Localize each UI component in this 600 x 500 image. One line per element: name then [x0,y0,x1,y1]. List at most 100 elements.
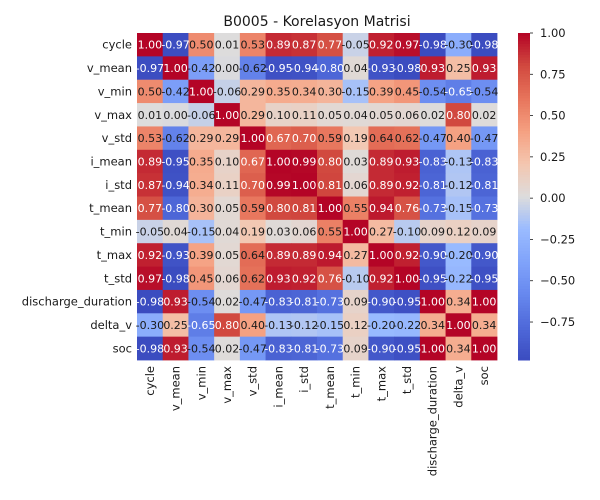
colorbar-segment [518,114,530,118]
heatmap-cell-label-t_mean-t_std: 0.76 [395,202,420,215]
heatmap-cell-v_max-v_std [239,103,266,127]
heatmap-cell-label-cycle-i_std: 0.87 [292,39,317,52]
colorbar-segment [518,207,530,211]
heatmap-cell-label-t_std-v_std: 0.62 [240,272,265,285]
heatmap-cell-label-soc-v_max: 0.02 [215,342,240,355]
heatmap-cell-label-delta_v-i_mean: -0.13 [264,319,292,332]
colorbar-segment [518,54,530,59]
heatmap-cell-label-t_min-i_mean: 0.03 [266,226,291,239]
heatmap-cell-label-v_std-t_min: 0.19 [343,132,368,145]
heatmap-cell-discharge_duration-v_mean [162,289,189,314]
heatmap-cell-label-discharge_duration-t_max: -0.90 [367,296,395,309]
heatmap-cell-label-v_max-soc: 0.02 [472,109,497,122]
heatmap-cell-label-t_mean-soc: -0.73 [470,202,498,215]
heatmap-cell-v_std-delta_v [445,126,472,151]
heatmap-cell-label-delta_v-discharge_duration: 0.34 [420,319,445,332]
heatmap-cell-i_std-i_mean [265,173,292,197]
heatmap-cell-discharge_duration-discharge_duration [419,289,446,314]
heatmap-cell-v_std-v_min [188,126,215,151]
heatmap-cell-cycle-t_max [368,33,395,57]
heatmap-cell-label-t_mean-v_max: 0.05 [215,202,240,215]
colorbar-segment [518,188,530,192]
colorbar-segment [518,264,530,268]
heatmap-cell-v_std-cycle [137,126,164,151]
heatmap-cell-delta_v-v_max [214,313,241,338]
heatmap-cell-label-v_min-v_mean: -0.42 [161,85,189,98]
colorbar-segment [518,267,530,271]
heatmap-cell-label-cycle-t_std: 0.97 [395,39,420,52]
heatmap-cell-label-t_min-v_std: 0.19 [240,226,265,239]
heatmap-cell-label-cycle-cycle: 1.00 [138,39,163,52]
heatmap-cell-v_mean-t_mean [317,56,344,81]
heatmap-cell-discharge_duration-i_std [291,289,318,314]
colorbar-segment [518,131,530,135]
heatmap-cell-label-v_min-v_max: -0.06 [213,85,241,98]
y-tick-label-v_std: v_std [102,131,132,145]
heatmap-cell-soc-soc [471,336,498,361]
x-axis-tick-labels: cycle v_mean v_min v_max v_std i_mean i_std t_m… [143,366,491,476]
heatmap-cell-label-i_std-t_mean: 0.81 [318,179,343,192]
heatmap-cell-label-delta_v-v_std: 0.40 [240,319,265,332]
heatmap-cell-label-i_std-cycle: 0.87 [138,179,163,192]
colorbar-segment [518,294,530,298]
heatmap-cell-t_max-cycle [137,243,164,267]
heatmap-cell-soc-v_std [239,336,266,361]
colorbar-segment [518,291,530,296]
heatmap-cell-label-i_mean-v_mean: -0.95 [161,155,189,168]
colorbar-segment [518,106,530,110]
colorbar-segment [518,286,530,290]
colorbar-segment [518,163,530,168]
heatmap-cell-label-discharge_duration-v_max: 0.02 [215,296,240,309]
heatmap-cell-label-cycle-v_max: 0.01 [215,39,240,52]
colorbar-segment [518,319,530,323]
heatmap-cell-i_mean-v_std [239,149,266,174]
heatmap-cell-label-soc-discharge_duration: 1.00 [420,342,445,355]
colorbar-segment [518,120,530,124]
colorbar-segment [518,308,530,312]
colorbar-segment [518,283,530,287]
heatmap-cell-t_mean-t_std [394,196,421,221]
heatmap-cell-label-t_min-delta_v: 0.12 [446,226,471,239]
y-tick-label-i_std: i_std [105,178,132,192]
heatmap-cell-label-delta_v-soc: 0.34 [472,319,497,332]
heatmap-cell-soc-t_max [368,336,395,361]
heatmap-cell-label-i_mean-v_std: 0.67 [240,155,265,168]
heatmap-cell-label-v_mean-cycle: -0.97 [136,62,164,75]
heatmap-cell-i_mean-discharge_duration [419,149,446,174]
colorbar-segment [518,46,530,50]
heatmap-cell-t_mean-v_max [214,196,241,221]
colorbar: 1.00 0.75 0.50 0.25 0.00 −0.25 −0.50 −0.75 [518,26,575,361]
heatmap-cell-i_std-v_min [188,173,215,197]
heatmap-cell-t_mean-v_min [188,196,215,221]
heatmap-cell-label-t_max-v_mean: -0.93 [161,249,189,262]
heatmap-cell-label-discharge_duration-soc: 1.00 [472,296,497,309]
heatmap-cell-cycle-t_min [342,33,369,57]
heatmap-cell-v_max-v_min [188,103,215,127]
colorbar-segment [518,297,530,301]
heatmap-cell-label-v_mean-v_std: -0.62 [238,62,266,75]
heatmap-cell-i_mean-t_min [342,149,369,174]
heatmap-cell-label-t_std-t_std: 1.00 [395,272,420,285]
heatmap-cell-v_std-i_std [291,126,318,151]
heatmap-cell-v_max-i_mean [265,103,292,127]
heatmap-cell-label-v_mean-i_mean: -0.95 [264,62,292,75]
heatmap-cell-t_mean-i_std [291,196,318,221]
colorbar-segment [518,128,530,132]
heatmap-cell-i_std-v_max [214,173,241,197]
heatmap-cell-label-i_std-i_std: 1.00 [292,179,317,192]
colorbar-tick-label-4: 0.00 [540,191,566,205]
heatmap-cell-t_mean-t_max [368,196,395,221]
heatmap-cell-label-t_max-v_std: 0.64 [240,249,265,262]
heatmap-cell-discharge_duration-t_min [342,289,369,314]
heatmap-cell-labels: 1.00 -0.97 0.50 0.01 0.53 0.89 0.87 0.77 -0.05 0.… [136,39,499,356]
heatmap-cell-i_std-i_std [291,173,318,197]
heatmap-cell-label-t_min-t_mean: 0.55 [318,226,343,239]
heatmap-cell-cycle-v_max [214,33,241,57]
heatmap-cell-label-cycle-v_std: 0.53 [240,39,265,52]
colorbar-segment [518,180,530,184]
colorbar-segment [518,248,530,252]
heatmap-cell-v_mean-discharge_duration [419,56,446,81]
heatmap-cell-v_max-delta_v [445,103,472,127]
colorbar-segment [518,38,530,42]
heatmap-cell-soc-delta_v [445,336,472,361]
